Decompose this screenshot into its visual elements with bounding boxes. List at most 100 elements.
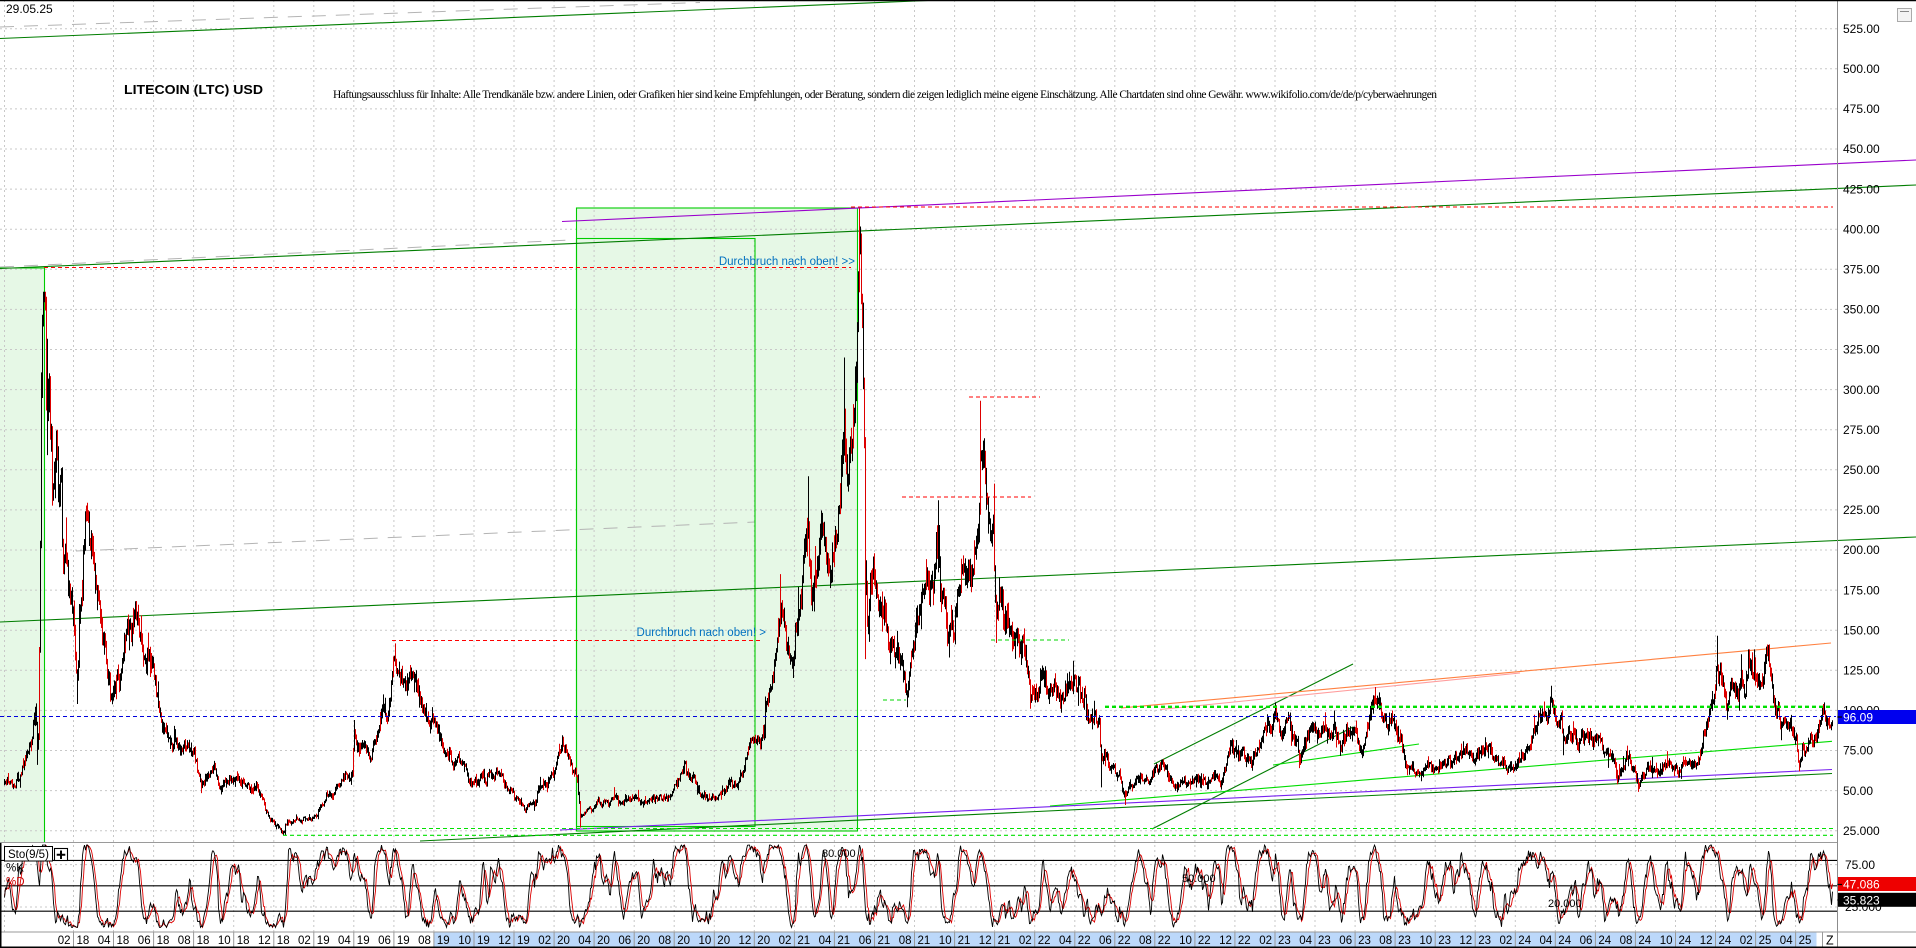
svg-text:22: 22 (1078, 935, 1091, 947)
svg-text:21: 21 (837, 935, 850, 947)
svg-text:02: 02 (1740, 935, 1753, 947)
svg-text:Durchbruch nach oben! >: Durchbruch nach oben! > (637, 627, 767, 639)
svg-text:525.00: 525.00 (1843, 22, 1880, 36)
svg-text:80.000: 80.000 (822, 848, 856, 860)
svg-text:06: 06 (1099, 935, 1112, 947)
svg-text:96.09: 96.09 (1843, 711, 1873, 725)
svg-text:02: 02 (58, 935, 71, 947)
svg-text:23: 23 (1278, 935, 1291, 947)
svg-text:20.000: 20.000 (1548, 898, 1582, 910)
svg-text:%D: %D (6, 877, 25, 889)
svg-text:Sto(9/5): Sto(9/5) (8, 849, 49, 861)
svg-text:375.00: 375.00 (1843, 263, 1880, 277)
svg-text:25: 25 (1799, 935, 1812, 947)
svg-text:22: 22 (1198, 935, 1211, 947)
svg-text:08: 08 (1620, 935, 1633, 947)
svg-text:23: 23 (1358, 935, 1371, 947)
svg-text:18: 18 (157, 935, 170, 947)
svg-text:02: 02 (1019, 935, 1032, 947)
svg-text:18: 18 (77, 935, 90, 947)
svg-text:22: 22 (1118, 935, 1131, 947)
svg-text:02: 02 (298, 935, 311, 947)
svg-text:24: 24 (1518, 935, 1531, 947)
svg-text:10: 10 (218, 935, 231, 947)
svg-text:10: 10 (939, 935, 952, 947)
svg-text:04: 04 (338, 935, 351, 947)
svg-text:06: 06 (138, 935, 151, 947)
svg-text:18: 18 (237, 935, 250, 947)
svg-text:450.00: 450.00 (1843, 142, 1880, 156)
svg-text:18: 18 (277, 935, 290, 947)
svg-text:200.00: 200.00 (1843, 543, 1880, 557)
svg-text:23: 23 (1438, 935, 1451, 947)
svg-text:Z: Z (1826, 934, 1834, 948)
svg-text:350.00: 350.00 (1843, 303, 1880, 317)
svg-text:24: 24 (1598, 935, 1611, 947)
svg-text:75.00: 75.00 (1845, 858, 1875, 872)
svg-text:18: 18 (197, 935, 210, 947)
svg-text:08: 08 (1379, 935, 1392, 947)
svg-text:06: 06 (859, 935, 872, 947)
svg-text:20: 20 (717, 935, 730, 947)
svg-text:08: 08 (658, 935, 671, 947)
svg-text:23: 23 (1318, 935, 1331, 947)
svg-text:21: 21 (918, 935, 931, 947)
svg-text:20: 20 (637, 935, 650, 947)
svg-text:10: 10 (1179, 935, 1192, 947)
svg-text:22: 22 (1038, 935, 1051, 947)
svg-text:04: 04 (1780, 935, 1793, 947)
svg-text:425.00: 425.00 (1843, 182, 1880, 196)
svg-text:19: 19 (397, 935, 410, 947)
svg-text:04: 04 (98, 935, 111, 947)
svg-text:21: 21 (998, 935, 1011, 947)
svg-text:10: 10 (699, 935, 712, 947)
svg-text:19: 19 (357, 935, 370, 947)
svg-text:24: 24 (1719, 935, 1732, 947)
svg-text:225.00: 225.00 (1843, 503, 1880, 517)
svg-text:10: 10 (1660, 935, 1673, 947)
svg-text:12: 12 (1459, 935, 1472, 947)
svg-text:400.00: 400.00 (1843, 222, 1880, 236)
svg-text:19: 19 (517, 935, 530, 947)
svg-text:18: 18 (117, 935, 130, 947)
svg-text:24: 24 (1558, 935, 1571, 947)
svg-text:12: 12 (1700, 935, 1713, 947)
svg-text:21: 21 (958, 935, 971, 947)
svg-text:125.00: 125.00 (1843, 664, 1880, 678)
svg-text:04: 04 (1540, 935, 1553, 947)
svg-text:LITECOIN (LTC) USD: LITECOIN (LTC) USD (124, 83, 263, 97)
svg-text:75.00: 75.00 (1843, 744, 1873, 758)
svg-text:12: 12 (739, 935, 752, 947)
svg-text:25: 25 (1759, 935, 1772, 947)
svg-text:%K: %K (6, 863, 24, 875)
svg-text:50.000: 50.000 (1182, 873, 1216, 885)
svg-text:50.00: 50.00 (1843, 784, 1873, 798)
svg-text:02: 02 (1500, 935, 1513, 947)
svg-text:20: 20 (757, 935, 770, 947)
svg-text:25.000: 25.000 (1843, 824, 1880, 838)
svg-text:20: 20 (597, 935, 610, 947)
svg-text:10: 10 (1419, 935, 1432, 947)
svg-text:19: 19 (437, 935, 450, 947)
svg-text:06: 06 (1339, 935, 1352, 947)
svg-text:19: 19 (477, 935, 490, 947)
svg-text:04: 04 (819, 935, 832, 947)
svg-text:23: 23 (1478, 935, 1491, 947)
svg-text:24: 24 (1679, 935, 1692, 947)
svg-text:21: 21 (797, 935, 810, 947)
svg-text:Durchbruch nach oben! >>: Durchbruch nach oben! >> (719, 256, 855, 268)
svg-text:02: 02 (538, 935, 551, 947)
svg-text:22: 22 (1158, 935, 1171, 947)
svg-text:150.00: 150.00 (1843, 623, 1880, 637)
svg-text:06: 06 (378, 935, 391, 947)
svg-text:12: 12 (498, 935, 511, 947)
svg-text:29.05.25: 29.05.25 (6, 2, 53, 16)
svg-text:20: 20 (677, 935, 690, 947)
svg-text:175.00: 175.00 (1843, 583, 1880, 597)
svg-text:20: 20 (557, 935, 570, 947)
svg-text:04: 04 (1059, 935, 1072, 947)
svg-text:10: 10 (458, 935, 471, 947)
svg-text:35.823: 35.823 (1843, 893, 1880, 907)
svg-text:24: 24 (1638, 935, 1651, 947)
svg-text:06: 06 (618, 935, 631, 947)
